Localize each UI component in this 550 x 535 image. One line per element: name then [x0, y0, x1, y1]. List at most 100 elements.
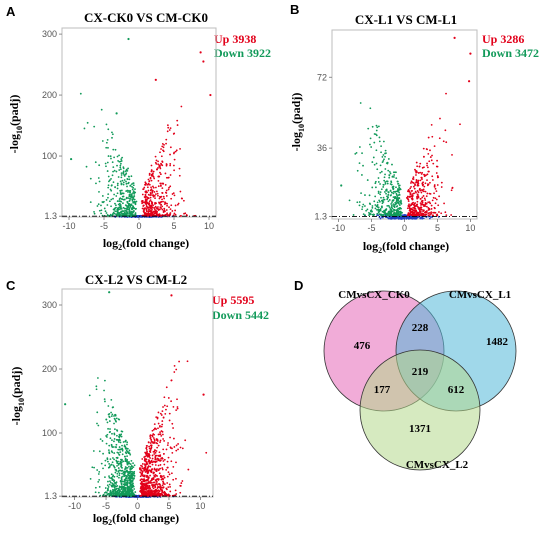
data-point: [157, 444, 160, 447]
data-point: [120, 478, 123, 481]
data-point: [146, 466, 149, 469]
data-point: [382, 186, 385, 188]
data-point: [120, 461, 123, 464]
data-point: [161, 468, 164, 471]
data-point: [358, 204, 361, 207]
data-point: [166, 460, 169, 463]
data-point: [409, 182, 412, 184]
data-point: [169, 164, 172, 167]
data-point: [125, 447, 127, 450]
data-point: [409, 187, 412, 190]
data-point: [425, 213, 427, 216]
data-point: [394, 190, 397, 193]
data-point: [115, 481, 118, 484]
data-point: [424, 202, 427, 204]
data-point: [395, 197, 398, 200]
data-point: [399, 202, 402, 204]
data-point: [169, 485, 172, 488]
data-point: [122, 475, 124, 478]
data-point: [161, 142, 164, 145]
data-point: [116, 207, 119, 210]
data-point: [116, 164, 118, 167]
data-point: [117, 211, 120, 214]
data-point: [89, 177, 92, 180]
data-point: [162, 438, 165, 440]
data-point: [159, 184, 162, 187]
data-point: [157, 160, 159, 163]
data-point: [433, 192, 435, 195]
data-point: [163, 440, 166, 442]
data-point: [134, 202, 137, 205]
data-point: [416, 211, 419, 214]
data-point: [156, 192, 159, 195]
data-point: [389, 208, 392, 210]
data-point: [395, 177, 398, 180]
data-point: [153, 177, 156, 180]
outlier-point: [64, 403, 67, 406]
data-point: [148, 183, 151, 186]
x-tick-label: -10: [332, 223, 345, 233]
data-point: [160, 435, 163, 437]
data-point: [105, 141, 108, 144]
data-point: [126, 455, 128, 458]
data-point: [169, 174, 172, 176]
data-point: [427, 206, 430, 209]
data-point: [171, 422, 174, 425]
data-point: [108, 483, 111, 486]
data-point: [129, 494, 132, 497]
outlier-point: [202, 393, 205, 396]
x-tick-label: 5: [166, 501, 171, 511]
data-point: [161, 208, 164, 211]
data-point: [161, 198, 163, 201]
data-point: [107, 196, 109, 199]
data-point: [375, 124, 378, 127]
venn-set-label-ck0: CMvsCX_CK0: [338, 289, 410, 301]
data-point: [380, 188, 383, 191]
data-point: [401, 211, 403, 214]
data-point: [157, 459, 160, 462]
scatter-points: [64, 291, 208, 498]
data-point: [169, 208, 172, 211]
data-point: [123, 471, 125, 473]
venn-set-label-l1: CMvsCX_L1: [449, 289, 511, 301]
outlier-point: [170, 294, 173, 297]
data-point: [186, 360, 189, 363]
data-point: [433, 206, 436, 209]
data-point: [175, 461, 177, 464]
data-point: [165, 487, 168, 490]
data-point: [124, 488, 126, 491]
data-point: [150, 445, 153, 448]
data-point: [145, 200, 148, 203]
data-point: [421, 196, 424, 199]
data-point: [391, 163, 393, 166]
data-point: [415, 204, 418, 207]
legend-up-a: Up 3938: [214, 32, 256, 46]
data-point: [99, 438, 102, 441]
data-point: [129, 479, 132, 482]
data-point: [150, 164, 153, 167]
data-point: [93, 210, 95, 213]
data-point: [430, 159, 433, 162]
data-point: [419, 214, 422, 217]
data-point: [91, 466, 94, 469]
data-point: [130, 175, 133, 178]
panel-label-b: B: [290, 2, 299, 17]
data-point: [152, 437, 155, 439]
data-point: [105, 491, 108, 494]
data-point: [127, 182, 130, 185]
data-point: [118, 433, 121, 436]
data-point: [120, 189, 123, 192]
data-point: [144, 195, 147, 198]
data-point: [436, 184, 439, 186]
data-point: [175, 149, 178, 152]
data-point: [119, 441, 122, 444]
x-label-part-b1: log: [363, 239, 378, 253]
data-point: [149, 199, 152, 202]
data-point: [159, 412, 162, 415]
data-point: [388, 199, 391, 201]
data-point: [152, 176, 155, 178]
data-point: [370, 209, 373, 211]
data-point: [374, 186, 377, 189]
data-point: [132, 184, 135, 187]
data-point: [411, 211, 414, 214]
